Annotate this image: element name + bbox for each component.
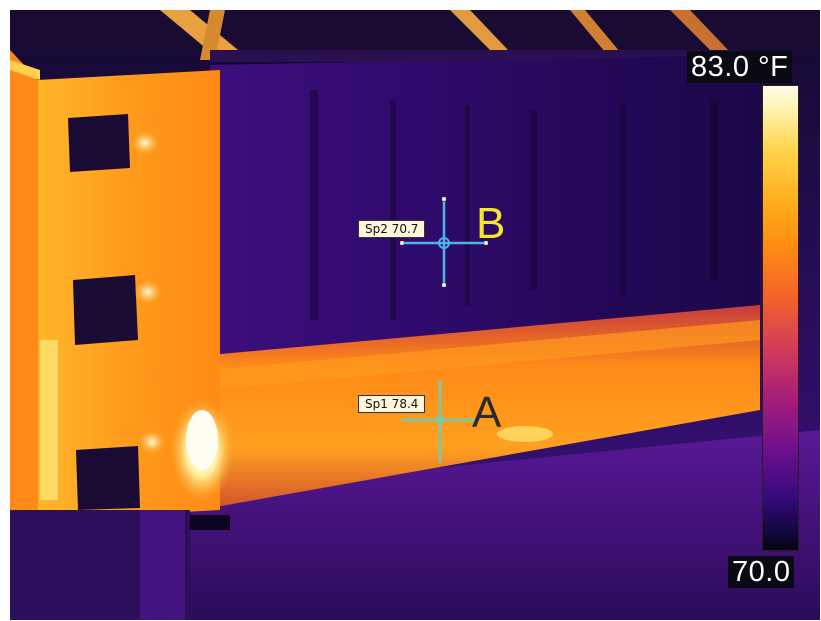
scale-max-label: 83.0 °F <box>687 51 793 83</box>
spot-b-letter: B <box>476 199 506 248</box>
spot-a-label: Sp1 78.4 <box>358 395 426 413</box>
spot-b-crosshair[interactable] <box>395 195 495 290</box>
spot-a-letter: A <box>472 388 502 437</box>
spot-b-marker <box>438 237 450 249</box>
spot-a-marker <box>435 415 445 425</box>
temperature-color-scale <box>762 85 799 551</box>
scale-min-label: 70.0 <box>728 556 795 588</box>
spot-b-handle-top[interactable] <box>441 196 447 202</box>
heated-beam <box>210 305 760 508</box>
spot-b-handle-bottom[interactable] <box>441 282 447 288</box>
spot-b-handle-left[interactable] <box>399 240 405 246</box>
spot-b-label: Sp2 70.7 <box>358 220 426 238</box>
steel-column-plate <box>10 50 234 550</box>
spot-b-handle-right[interactable] <box>483 240 489 246</box>
spot-a-crosshair[interactable] <box>400 375 480 465</box>
thermal-scene <box>10 10 820 620</box>
thermal-image-frame: Sp1 78.4 A Sp2 70.7 B 83.0 °F 70.0 <box>10 10 820 620</box>
